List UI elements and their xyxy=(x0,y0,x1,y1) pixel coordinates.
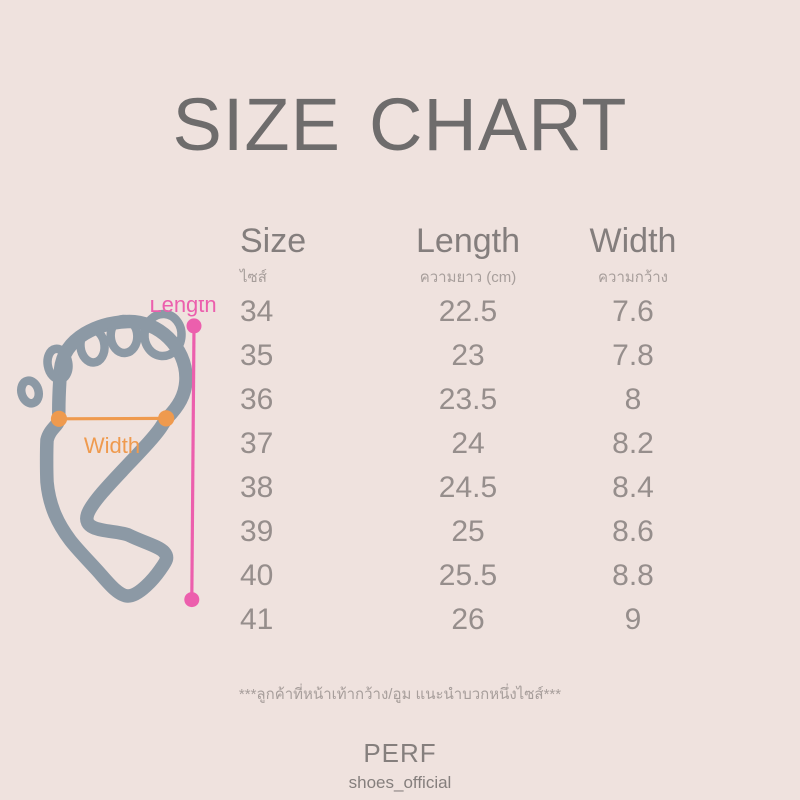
svg-text:Length: Length xyxy=(149,300,216,317)
svg-text:Width: Width xyxy=(84,433,140,458)
